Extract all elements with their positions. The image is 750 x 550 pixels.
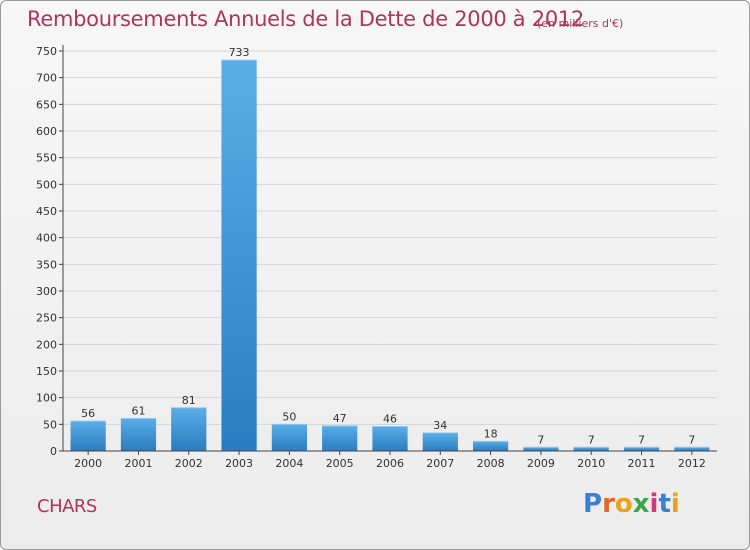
logo-letter: o: [614, 489, 633, 519]
labels: 0501001502002503003504004505005506006507…: [36, 45, 706, 470]
x-tick-label: 2003: [225, 457, 253, 470]
data-label: 34: [433, 419, 447, 432]
bar: [473, 441, 509, 451]
y-tick-label: 300: [36, 285, 57, 298]
y-tick-label: 250: [36, 312, 57, 325]
x-tick-label: 2001: [124, 457, 152, 470]
data-label: 18: [484, 427, 498, 440]
x-tick-label: 2000: [74, 457, 102, 470]
y-tick-label: 400: [36, 232, 57, 245]
bar: [322, 425, 358, 451]
x-tick-label: 2005: [326, 457, 354, 470]
logo-letter: r: [602, 489, 615, 519]
chart-unit: (en milliers d'€): [537, 17, 624, 30]
y-tick-label: 0: [50, 445, 57, 458]
y-tick-label: 700: [36, 72, 57, 85]
data-label: 50: [282, 410, 296, 423]
x-tick-label: 2007: [426, 457, 454, 470]
bar: [171, 407, 207, 451]
data-label: 7: [588, 433, 595, 446]
y-tick-label: 350: [36, 258, 57, 271]
bar: [573, 447, 609, 451]
x-tick-label: 2008: [477, 457, 505, 470]
x-tick-label: 2006: [376, 457, 404, 470]
bar: [674, 447, 710, 451]
axes: [59, 45, 717, 455]
logo-letter: t: [658, 489, 671, 519]
logo-letter: i: [649, 489, 659, 519]
bar: [271, 424, 307, 451]
x-tick-label: 2012: [678, 457, 706, 470]
logo-letter: i: [670, 489, 680, 519]
bar: [120, 418, 157, 451]
bar: [221, 60, 257, 452]
commune-name: CHARS: [37, 496, 97, 517]
x-tick-label: 2009: [527, 457, 555, 470]
y-tick-label: 650: [36, 98, 57, 111]
bar: [70, 421, 106, 451]
y-tick-label: 100: [36, 392, 57, 405]
x-tick-label: 2002: [175, 457, 203, 470]
data-label: 61: [131, 404, 145, 417]
data-label: 733: [229, 46, 250, 59]
y-tick-label: 600: [36, 125, 57, 138]
bar: [523, 447, 559, 451]
chart-title: Remboursements Annuels de la Dette de 20…: [27, 7, 584, 31]
bar: [422, 432, 458, 451]
logo-letter: P: [583, 489, 603, 519]
data-label: 46: [383, 412, 397, 425]
x-tick-label: 2011: [628, 457, 656, 470]
bar: [372, 426, 408, 451]
data-label: 81: [182, 394, 196, 407]
y-tick-label: 550: [36, 152, 57, 165]
y-tick-label: 150: [36, 365, 57, 378]
data-label: 7: [537, 433, 544, 446]
data-label: 7: [638, 433, 645, 446]
data-label: 56: [81, 407, 95, 420]
y-tick-label: 200: [36, 338, 57, 351]
y-tick-label: 50: [43, 418, 57, 431]
y-tick-label: 750: [36, 45, 57, 58]
y-tick-label: 500: [36, 178, 57, 191]
grid-lines: [63, 50, 717, 425]
data-label: 7: [688, 433, 695, 446]
x-tick-label: 2010: [577, 457, 605, 470]
proxiti-logo: Proxiti: [583, 489, 680, 519]
logo-letter: x: [632, 489, 650, 519]
y-tick-label: 450: [36, 205, 57, 218]
data-label: 47: [333, 412, 347, 425]
x-tick-label: 2004: [275, 457, 303, 470]
bar: [623, 447, 660, 451]
bars: [70, 59, 710, 452]
